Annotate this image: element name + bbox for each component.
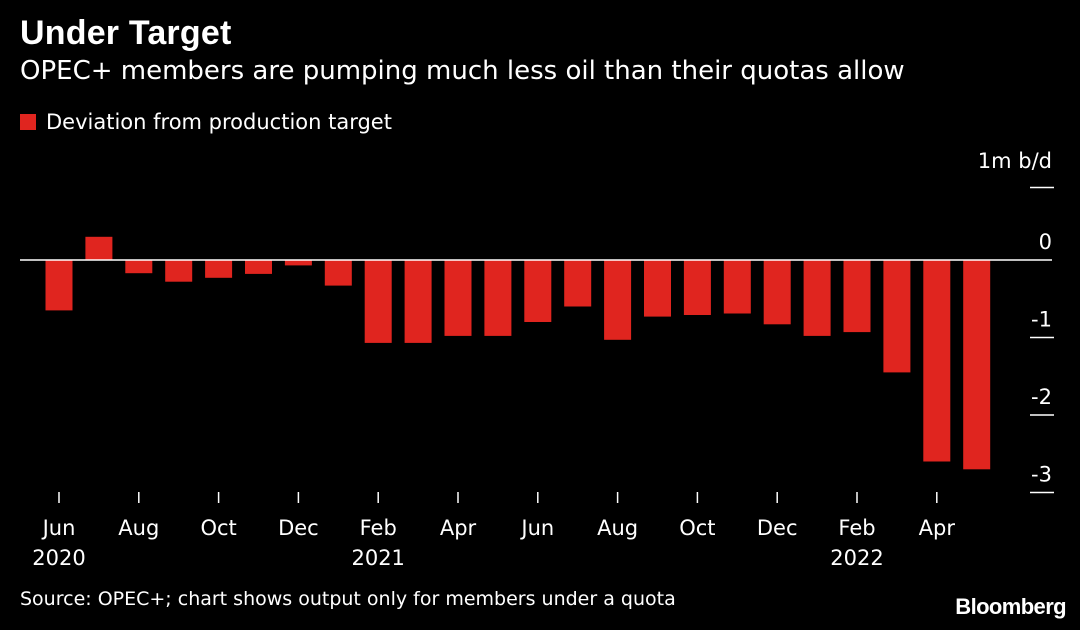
source-note: Source: OPEC+; chart shows output only f… <box>20 588 676 610</box>
bar <box>723 260 751 314</box>
x-tick-label-month: Apr <box>440 516 477 540</box>
bar <box>923 260 951 462</box>
y-axis-unit-label: 1m b/d <box>978 149 1052 173</box>
y-tick-label: 0 <box>1039 230 1052 254</box>
x-tick-label-month: Dec <box>278 516 319 540</box>
y-axis: 0 -1 -2 -3 <box>1030 186 1054 494</box>
bars-group <box>45 236 991 470</box>
chart-title: Under Target <box>20 14 232 52</box>
bar <box>843 260 871 333</box>
bar <box>524 260 552 322</box>
bar <box>883 260 911 373</box>
bar <box>364 260 392 343</box>
bar <box>85 236 113 261</box>
y-tick-label: -2 <box>1031 385 1052 409</box>
x-tick-label-month: Oct <box>200 516 236 540</box>
bar <box>763 260 791 325</box>
x-tick-label-year: 2022 <box>830 546 883 570</box>
bar <box>404 260 432 343</box>
x-tick-label-month: Dec <box>757 516 798 540</box>
chart-subtitle: OPEC+ members are pumping much less oil … <box>20 56 905 86</box>
bar <box>165 260 193 282</box>
bloomberg-logo: Bloomberg <box>955 594 1066 619</box>
bar <box>125 260 153 274</box>
x-tick-label-month: Apr <box>919 516 956 540</box>
x-tick-label-month: Aug <box>118 516 159 540</box>
x-tick-label-month: Aug <box>597 516 638 540</box>
bar <box>245 260 272 274</box>
x-tick-label-month: Jun <box>519 516 554 540</box>
bar <box>604 260 632 340</box>
y-tick-label: -1 <box>1031 308 1052 332</box>
bar <box>564 260 592 307</box>
bar <box>644 260 671 317</box>
x-tick-label-month: Feb <box>360 516 397 540</box>
x-tick-label-month: Oct <box>679 516 715 540</box>
bar <box>484 260 512 336</box>
bar <box>683 260 711 315</box>
legend-label: Deviation from production target <box>46 110 392 134</box>
bar <box>963 260 991 470</box>
bar <box>803 260 831 336</box>
legend-swatch <box>20 114 36 130</box>
bar <box>205 260 233 278</box>
x-tick-label-year: 2021 <box>351 546 404 570</box>
x-tick-label-month: Feb <box>838 516 875 540</box>
y-tick-label: -3 <box>1031 463 1052 487</box>
legend: Deviation from production target <box>20 110 392 134</box>
x-tick-label-year: 2020 <box>32 546 85 570</box>
x-tick-label-month: Jun <box>41 516 76 540</box>
bar <box>45 260 73 311</box>
bar <box>444 260 472 336</box>
bar <box>324 260 352 286</box>
x-axis: Jun 2020 Aug Oct Dec Feb 2021 Apr Jun Aug Oct Dec Fe… <box>32 492 955 570</box>
bar <box>284 260 312 266</box>
